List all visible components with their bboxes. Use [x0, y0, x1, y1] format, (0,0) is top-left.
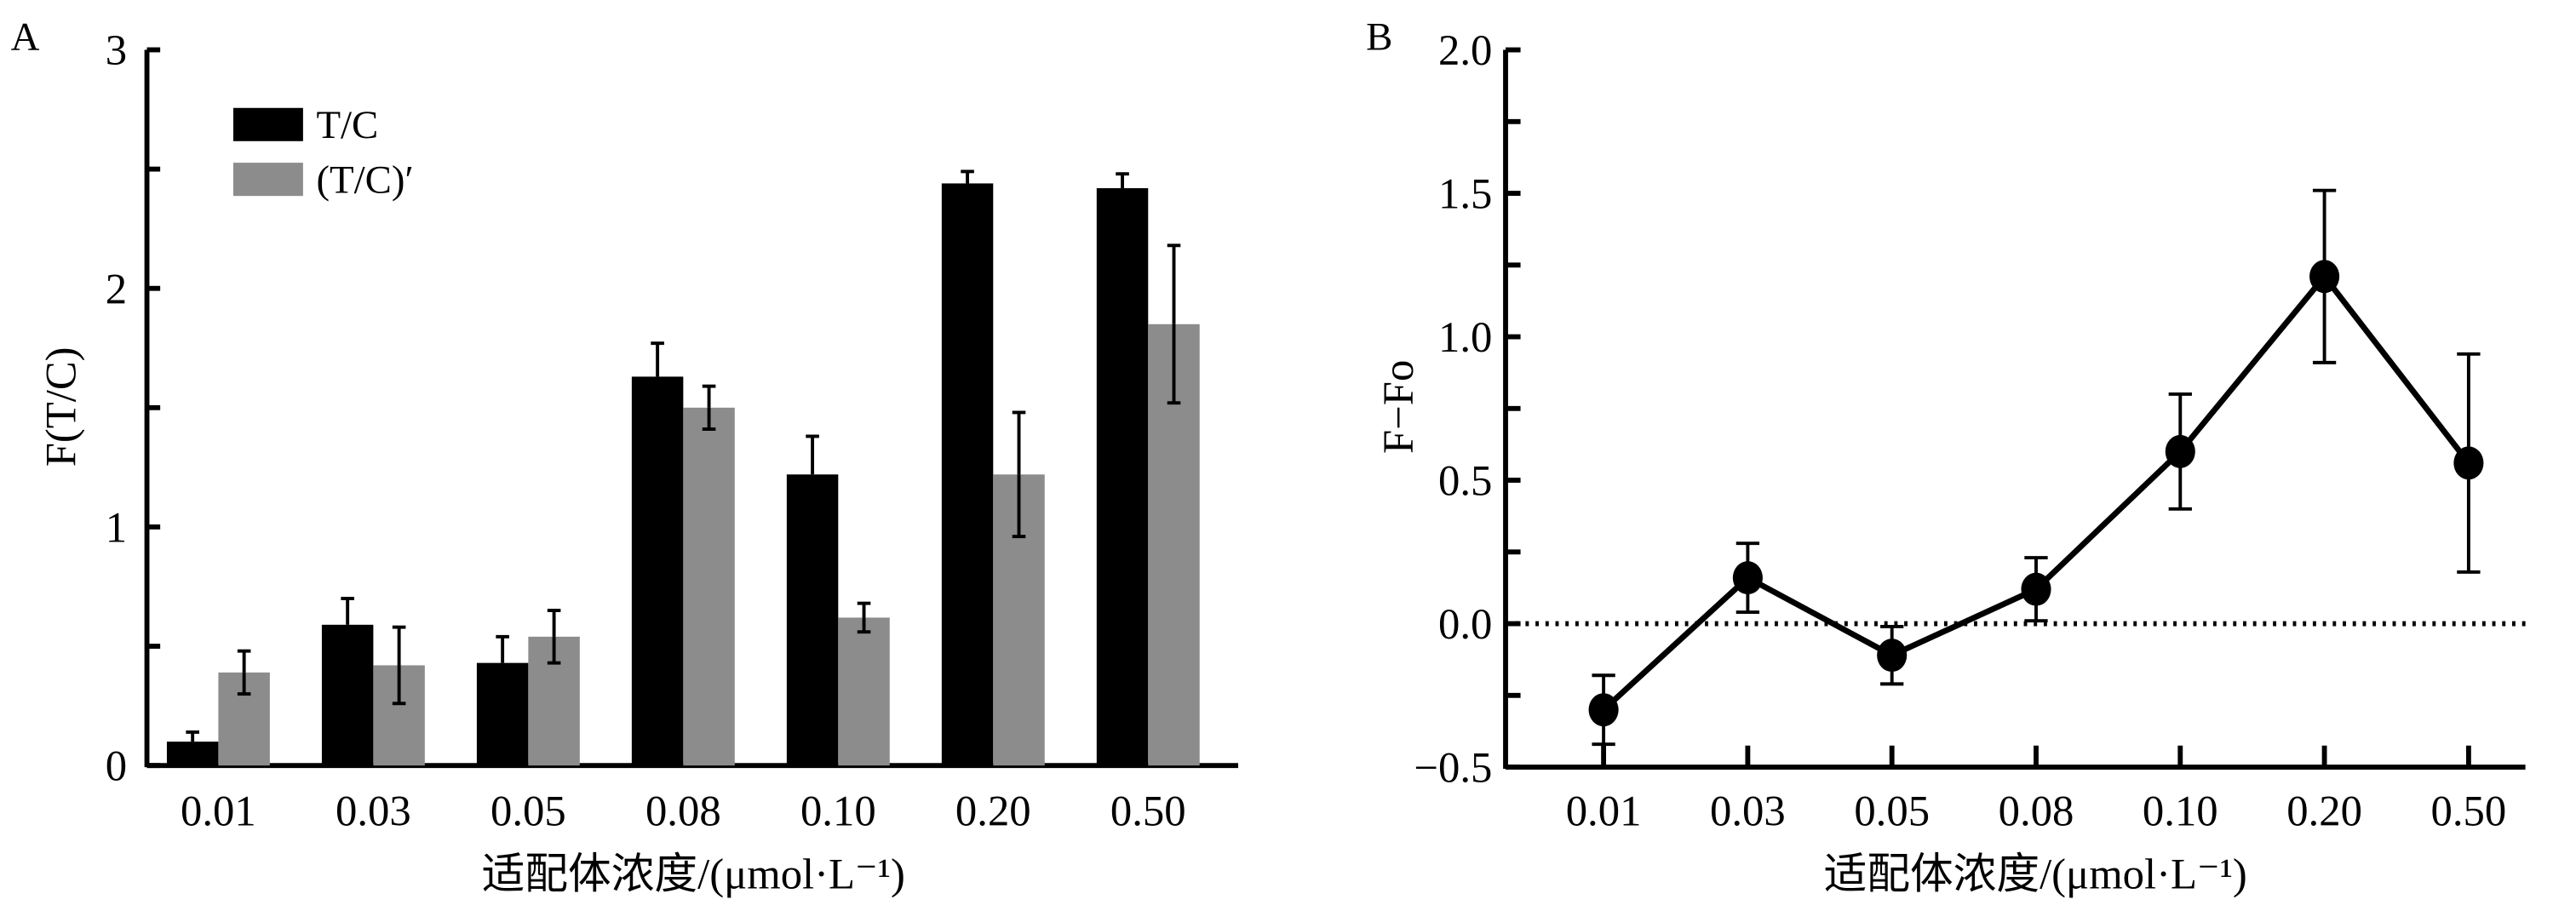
x-tick-label: 0.20	[2286, 787, 2362, 834]
x-tick-label: 0.01	[1566, 787, 1642, 834]
bar-tc	[166, 742, 219, 766]
legend-label: T/C	[316, 103, 378, 147]
y-tick-label: 1	[106, 503, 127, 551]
x-tick-label: 0.03	[336, 787, 411, 834]
y-tick-label: 0.5	[1438, 457, 1492, 505]
panel-b-xlabel: 适配体浓度/(μmol·L⁻¹)	[1824, 850, 2247, 897]
panel-a-xlabel: 适配体浓度/(μmol·L⁻¹)	[482, 850, 905, 897]
data-point	[1877, 639, 1908, 673]
y-tick-label: 1.5	[1438, 170, 1492, 218]
panel-b: B F−Fo 适配体浓度/(μmol·L⁻¹) −0.5 0.0 0.5 1.0 1.5…	[1366, 15, 2526, 897]
x-tick-label: 0.05	[1854, 787, 1930, 834]
x-tick-label: 0.50	[2431, 787, 2507, 834]
x-tick-label: 0.50	[1110, 787, 1186, 834]
x-tick-label: 0.05	[491, 787, 566, 834]
data-point	[2165, 434, 2195, 468]
bar-tc	[1096, 188, 1149, 766]
y-tick-label: 0	[106, 742, 127, 790]
data-point	[1588, 693, 1619, 727]
x-tick-label: 0.03	[1710, 787, 1786, 834]
legend-swatch-0	[232, 107, 303, 141]
panel-a-ylabel: F(T/C)	[37, 347, 85, 467]
legend-label: (T/C)′	[316, 158, 413, 202]
y-tick-label: 1.0	[1438, 313, 1492, 361]
data-line	[1601, 272, 2471, 713]
data-point	[2453, 446, 2484, 480]
x-tick-label: 0.08	[645, 787, 721, 834]
panel-a: A F(T/C) 适配体浓度/(μmol·L⁻¹) 0 1 2 3 0.01 0.03 0.…	[11, 15, 1238, 897]
y-tick-label: 0.0	[1438, 600, 1492, 648]
y-tick-label: 2.0	[1438, 26, 1492, 74]
data-point	[2309, 260, 2340, 294]
y-tick-label: −0.5	[1414, 744, 1492, 792]
bar-tc	[631, 376, 684, 766]
x-tick-label: 0.10	[2143, 787, 2218, 834]
data-point	[1732, 561, 1763, 595]
panel-a-label: A	[11, 15, 40, 60]
x-tick-label: 0.08	[1999, 787, 2074, 834]
x-tick-label: 0.10	[800, 787, 876, 834]
legend-swatch-1	[232, 163, 303, 197]
x-tick-label: 0.01	[181, 787, 256, 834]
bar-tc-prime	[838, 617, 890, 766]
data-point	[2021, 572, 2051, 606]
bar-tc	[476, 662, 529, 766]
bar-tc-prime	[683, 407, 735, 766]
bar-tc	[786, 474, 839, 766]
y-tick-label: 2	[106, 265, 127, 312]
bar-tc	[321, 624, 374, 766]
y-tick-label: 3	[106, 26, 127, 74]
x-tick-label: 0.20	[955, 787, 1031, 834]
panel-b-label: B	[1366, 15, 1392, 60]
bar-tc	[941, 183, 994, 766]
panel-b-ylabel: F−Fo	[1374, 360, 1422, 454]
